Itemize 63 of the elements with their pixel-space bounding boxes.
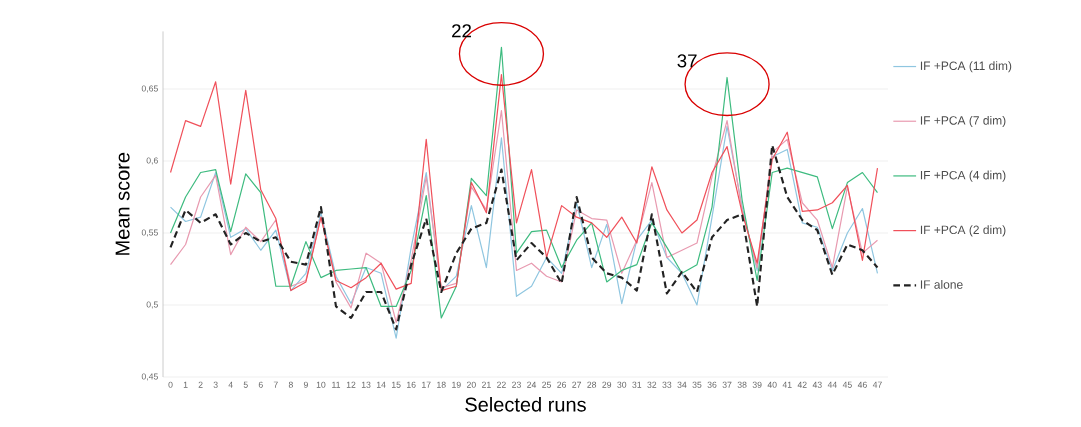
y-axis-title: Mean score <box>115 152 130 255</box>
x-tick-label: 2 <box>198 381 203 388</box>
x-tick-label: 43 <box>812 381 822 388</box>
x-tick-label: 22 <box>497 381 506 388</box>
x-tick-label: 6 <box>258 381 263 388</box>
x-tick-label: 25 <box>542 381 552 388</box>
x-tick-label: 12 <box>346 381 356 388</box>
x-tick-label: 39 <box>752 381 762 388</box>
x-tick-label: 19 <box>452 381 461 388</box>
x-tick-label: 16 <box>407 381 416 388</box>
x-tick-label: 23 <box>512 381 521 388</box>
x-tick-label: 37 <box>722 381 732 388</box>
x-tick-label: 44 <box>827 381 837 388</box>
x-tick-label: 42 <box>797 381 807 388</box>
x-tick-label: 14 <box>376 381 386 388</box>
x-tick-label: 21 <box>482 381 491 388</box>
x-tick-label: 9 <box>303 381 308 388</box>
legend-label: IF +PCA (2 dim) <box>920 225 1006 237</box>
legend-label: IF +PCA (4 dim) <box>920 170 1006 182</box>
annotation: 22 <box>452 24 471 38</box>
x-tick-label: 46 <box>857 381 867 388</box>
x-tick-label: 31 <box>632 381 642 388</box>
x-tick-label: 24 <box>527 381 537 388</box>
x-tick-label: 33 <box>662 381 672 388</box>
x-tick-label: 1 <box>183 381 188 388</box>
x-tick-label: 7 <box>273 381 278 388</box>
x-tick-label: 27 <box>572 381 582 388</box>
x-tick-label: 40 <box>767 381 777 388</box>
x-tick-label: 30 <box>617 381 627 388</box>
x-tick-label: 45 <box>842 381 852 388</box>
y-tick-label: 0,5 <box>146 301 158 309</box>
x-tick-label: 11 <box>332 381 341 388</box>
x-tick-label: 15 <box>392 381 401 388</box>
y-tick-label: 0,55 <box>141 229 158 237</box>
x-tick-label: 47 <box>872 381 882 388</box>
x-tick-label: 36 <box>707 381 717 388</box>
x-tick-label: 32 <box>647 381 657 388</box>
x-tick-label: 13 <box>361 381 371 388</box>
line-series <box>169 73 879 292</box>
x-tick-label: 18 <box>437 381 446 388</box>
y-tick-label: 0,65 <box>141 85 158 93</box>
x-tick-label: 0 <box>168 381 173 388</box>
x-tick-label: 8 <box>288 381 293 388</box>
x-tick-label: 28 <box>587 381 597 388</box>
x-tick-label: 26 <box>557 381 567 388</box>
x-tick-label: 17 <box>422 381 431 388</box>
legend-label: IF +PCA (11 dim) <box>920 61 1012 73</box>
x-tick-label: 29 <box>602 381 612 388</box>
x-axis-title: Selected runs <box>465 396 586 412</box>
x-tick-label: 20 <box>466 381 476 388</box>
x-tick-label: 41 <box>782 381 792 388</box>
x-tick-label: 10 <box>316 381 326 388</box>
y-tick-label: 0,45 <box>141 373 158 381</box>
x-tick-label: 3 <box>213 381 218 388</box>
legend-label: IF alone <box>920 279 963 289</box>
x-tick-label: 4 <box>228 381 233 388</box>
annotation: 37 <box>677 54 697 68</box>
x-tick-label: 5 <box>243 381 248 388</box>
x-tick-label: 35 <box>692 381 702 388</box>
x-tick-label: 34 <box>677 381 687 388</box>
x-tick-label: 38 <box>737 381 747 388</box>
y-tick-label: 0,6 <box>146 157 158 165</box>
legend-label: IF +PCA (7 dim) <box>920 115 1006 128</box>
